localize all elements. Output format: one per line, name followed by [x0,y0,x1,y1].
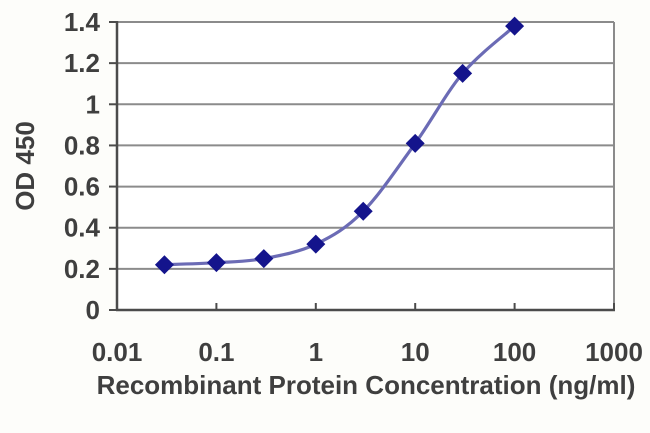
data-point-marker-0.1 [206,253,226,273]
y-tick-label-1.2: 1.2 [64,48,100,78]
data-point-marker-10 [405,133,425,153]
y-tick-label-0.6: 0.6 [64,172,100,202]
data-point-marker-0.03 [154,255,174,275]
x-tick-label-100: 100 [493,337,536,367]
y-tick-label-0.8: 0.8 [64,130,100,160]
tick-labels: 0 0.2 0.4 0.6 0.8 1 1.2 1.4 0.01 0.1 1 10 100 1000 [64,7,643,367]
y-tick-label-1.4: 1.4 [64,7,101,37]
y-tick-label-0: 0 [86,295,100,325]
plot-area [117,22,614,310]
data-point-marker-0.3 [254,249,274,269]
y-tick-label-1: 1 [86,89,100,119]
y-tick-label-0.2: 0.2 [64,254,100,284]
data-point-marker-30 [453,63,473,83]
axes [109,21,615,312]
gridlines [117,21,614,270]
data-point-marker-1 [306,234,326,254]
x-tick-label-0.1: 0.1 [198,337,234,367]
x-axis-title: Recombinant Protein Concentration (ng/ml… [97,370,636,400]
x-tick-label-1: 1 [309,337,323,367]
data-point-marker-100 [505,16,525,36]
x-tick-label-1000: 1000 [585,337,643,367]
data-series [154,16,525,275]
plot-background [117,22,614,310]
data-point-marker-3 [353,201,373,221]
y-tick-label-0.4: 0.4 [64,213,101,243]
x-tick-label-10: 10 [401,337,430,367]
x-tick-label-0.01: 0.01 [92,337,143,367]
y-axis-title: OD 450 [10,121,40,211]
